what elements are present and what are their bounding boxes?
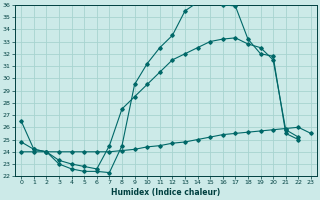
X-axis label: Humidex (Indice chaleur): Humidex (Indice chaleur): [111, 188, 221, 197]
